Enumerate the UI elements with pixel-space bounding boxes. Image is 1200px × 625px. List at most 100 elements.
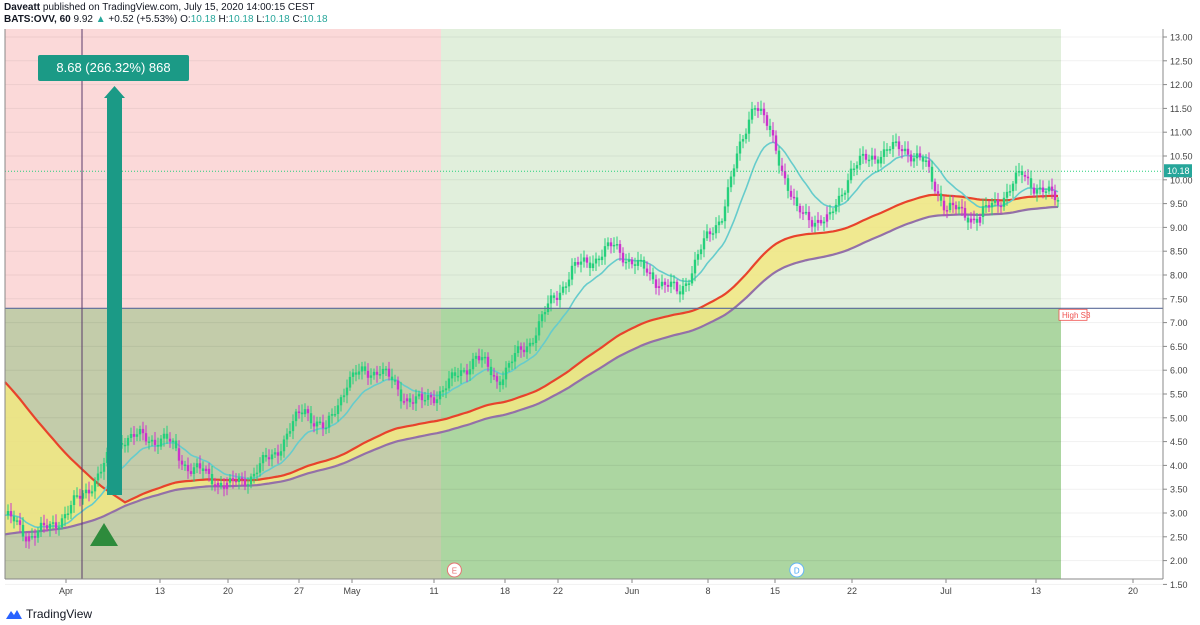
y-tick-label: 2.00 — [1170, 556, 1188, 566]
candle-body — [849, 168, 853, 181]
event-marker-d-icon — [789, 562, 805, 578]
candle-body — [522, 349, 526, 353]
low-value: 10.18 — [264, 14, 290, 25]
candle-body — [750, 108, 754, 120]
candle-body — [966, 217, 970, 223]
candle-body — [102, 462, 106, 472]
candle-body — [543, 312, 547, 315]
candle-body — [903, 148, 907, 152]
candle-body — [720, 221, 724, 223]
candle-body — [294, 411, 298, 422]
candle-body — [960, 206, 964, 209]
candle-body — [6, 511, 10, 516]
event-marker-letter: D — [794, 567, 800, 576]
x-tick-label: 18 — [500, 586, 510, 596]
tradingview-logo-icon — [6, 610, 22, 619]
candle-body — [795, 197, 799, 206]
candle-body — [393, 380, 397, 382]
x-tick-label: 15 — [770, 586, 780, 596]
candle-body — [312, 423, 316, 427]
symbol-label[interactable]: BATS:OVV, 60 — [4, 14, 71, 25]
candle-body — [369, 375, 373, 378]
candle-body — [261, 454, 265, 464]
candle-body — [897, 141, 901, 150]
tradingview-brand[interactable]: TradingView — [6, 607, 92, 621]
candle-body — [372, 371, 376, 376]
background-zones — [5, 29, 1061, 579]
candle-body — [420, 393, 424, 401]
candle-body — [651, 272, 655, 280]
candle-body — [798, 205, 802, 213]
candle-body — [444, 388, 448, 391]
candle-body — [924, 160, 928, 162]
candle-body — [345, 387, 349, 396]
candle-body — [786, 178, 790, 191]
candle-body — [900, 149, 904, 152]
candle-body — [711, 233, 715, 235]
candle-body — [309, 413, 313, 424]
author-name[interactable]: Daveatt — [4, 2, 41, 13]
candle-body — [1050, 186, 1054, 191]
candle-body — [1023, 175, 1027, 177]
last-value: 9.92 — [73, 14, 93, 25]
candle-body — [366, 370, 370, 378]
candle-body — [219, 482, 223, 487]
candle-body — [558, 292, 562, 300]
candle-body — [426, 394, 430, 400]
candle-body — [696, 254, 700, 260]
candle-body — [90, 491, 94, 494]
candle-body — [975, 218, 979, 223]
candle-body — [645, 268, 649, 273]
candle-body — [909, 154, 913, 162]
candle-body — [9, 511, 13, 517]
candle-body — [837, 195, 841, 205]
candle-body — [339, 397, 343, 406]
axes: 13.00 12.50 12.00 11.50 11.00 10.50 10.00 9.50 9… — [4, 29, 1193, 596]
candle-body — [42, 522, 46, 526]
candle-body — [993, 200, 997, 203]
candle-body — [69, 505, 73, 514]
candle-body — [636, 259, 640, 266]
y-tick-label: 10.50 — [1170, 152, 1193, 162]
candle-body — [621, 252, 625, 263]
candle-body — [831, 211, 835, 214]
candle-body — [948, 202, 952, 211]
candle-body — [1026, 176, 1030, 179]
measure-arrow-shaft — [107, 97, 122, 495]
candle-body — [363, 366, 367, 371]
candle-body — [489, 366, 493, 376]
candle-body — [258, 463, 262, 473]
candle-body — [1044, 191, 1048, 193]
candle-body — [66, 513, 70, 515]
candle-body — [789, 190, 793, 197]
x-tick-label: May — [343, 586, 361, 596]
candle-body — [735, 153, 739, 169]
candle-body — [687, 283, 691, 285]
high-label: H: — [218, 14, 229, 25]
candle-body — [774, 135, 778, 151]
candle-body — [756, 108, 760, 111]
candle-body — [123, 444, 127, 447]
candle-body — [1053, 190, 1057, 201]
candle-body — [783, 170, 787, 179]
y-tick-label: 1.50 — [1170, 580, 1188, 590]
candle-body — [75, 495, 79, 497]
candle-body — [537, 321, 541, 336]
moving-averages — [4, 141, 1059, 536]
candle-body — [840, 194, 844, 197]
candle-body — [906, 148, 910, 155]
candle-body — [702, 238, 706, 250]
measure-label: 8.68 (266.32%) 868 — [56, 60, 170, 75]
candle-body — [264, 454, 268, 458]
candle-body — [30, 536, 34, 538]
low-label: L: — [256, 14, 265, 25]
candle-body — [564, 286, 568, 288]
chart-header: Daveatt published on TradingView.com, Ju… — [4, 2, 328, 26]
candle-body — [81, 493, 85, 499]
candle-body — [408, 398, 412, 403]
y-tick-label: 4.00 — [1170, 461, 1188, 471]
candle-body — [84, 489, 88, 494]
y-tick-label: 4.50 — [1170, 437, 1188, 447]
candle-body — [1032, 187, 1036, 194]
